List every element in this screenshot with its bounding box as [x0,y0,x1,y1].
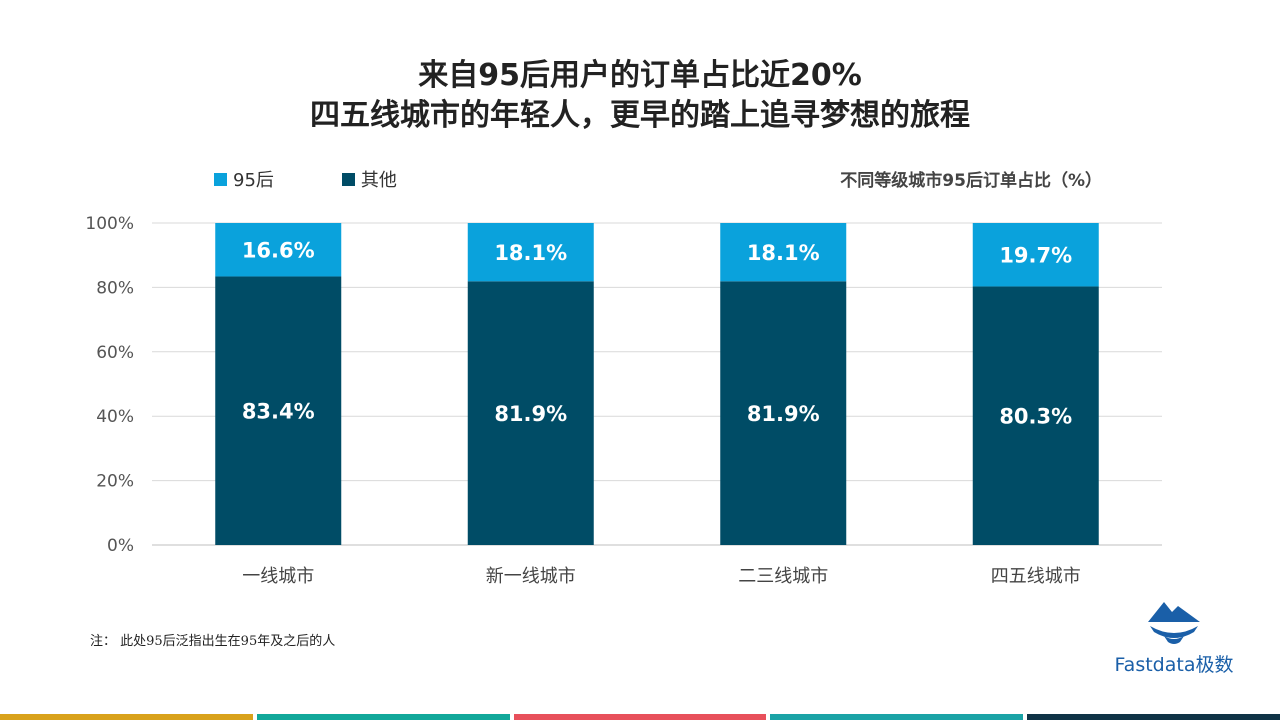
logo-text: Fastdata极数 [1114,654,1234,676]
y-tick-label: 60% [96,343,134,363]
fastdata-logo: Fastdata极数 [1104,596,1244,680]
x-tick-label: 新一线城市 [486,566,576,587]
bar-95 [467,223,594,282]
page-title: 来自95后用户的订单占比近20% 四五线城市的年轻人，更早的踏上追寻梦想的旅程 [0,56,1280,136]
title-line-1: 来自95后用户的订单占比近20% [418,58,862,93]
mountain-logo-icon [1148,602,1200,644]
data-label: 18.1% [747,241,820,265]
chart-legend: 95后 其他 [214,166,465,192]
data-label: 80.3% [999,405,1072,429]
x-tick-label: 四五线城市 [991,566,1081,587]
y-tick-label: 20% [96,472,134,492]
y-tick-label: 80% [96,278,134,298]
y-tick-label: 100% [85,214,134,234]
legend-swatch-other [341,172,355,186]
bar-95 [720,223,847,282]
bottom-bar-segment [0,714,253,720]
x-tick-label: 二三线城市 [738,566,828,587]
bar-other [972,286,1099,545]
data-label: 83.4% [242,400,315,424]
y-tick-label: 0% [107,536,134,556]
bar-other [467,281,594,545]
bar-other [720,281,847,545]
legend-label-95: 95后 [233,170,274,191]
bar-95 [972,223,1099,287]
data-label: 81.9% [747,402,820,426]
legend-swatch-95 [214,172,227,186]
footnote: 注： 此处95后泛指出生在95年及之后的人 [90,634,336,649]
bottom-bar-segment [513,714,767,720]
legend-label-other: 其他 [360,170,397,191]
x-tick-label: 一线城市 [242,566,314,587]
legend-item-other: 其他 [341,166,397,192]
legend-item-95: 95后 [214,166,274,192]
chart-subtitle: 不同等级城市95后订单占比（%） [840,171,1102,191]
bottom-bar-segment [256,714,510,720]
data-label: 19.7% [999,244,1072,268]
bottom-bar-segment [1027,714,1280,720]
data-label: 81.9% [494,402,567,426]
bottom-color-bar [0,714,1280,720]
title-line-2: 四五线城市的年轻人，更早的踏上追寻梦想的旅程 [310,98,970,133]
data-label: 16.6% [242,239,315,263]
bar-other [215,276,342,545]
data-label: 18.1% [494,241,567,265]
y-tick-label: 40% [96,407,134,427]
bar-95 [215,223,342,277]
bottom-bar-segment [770,714,1024,720]
